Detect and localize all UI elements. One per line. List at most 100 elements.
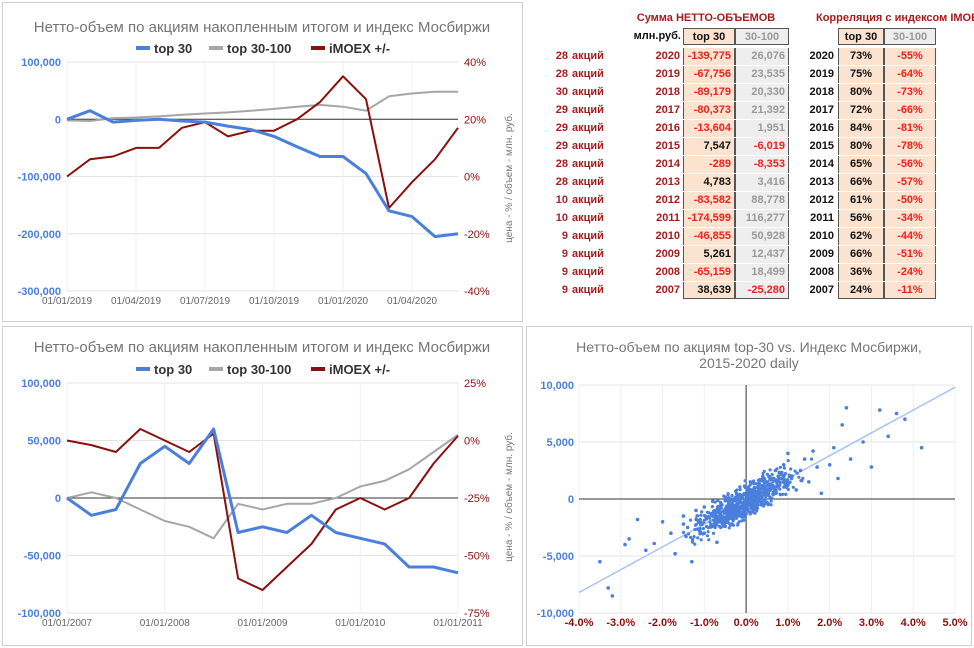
scatter-x-tick: 2.0% [817, 617, 842, 629]
scatter-point [738, 485, 741, 488]
scatter-point [762, 472, 765, 475]
scatter-point [752, 480, 755, 483]
legend-top30-label: top 30 [154, 41, 192, 56]
scatter-point [715, 523, 718, 526]
scatter-point [763, 477, 766, 480]
corr-row-top30: 80% [838, 84, 884, 101]
scatter-point [707, 511, 710, 514]
scatter-point [707, 515, 710, 518]
sum-row-30-100: 50,928 [735, 228, 789, 245]
sum-row-year: 2008 [636, 264, 680, 281]
scatter-point [786, 478, 789, 481]
scatter-x-tick: -3.0% [606, 617, 635, 629]
sum-row-year: 2020 [636, 48, 680, 65]
corr-row-year: 2010 [802, 228, 834, 245]
top30-100-series-line [67, 92, 458, 121]
sum-row-count: 30 [550, 84, 568, 101]
sum-row-year: 2019 [636, 66, 680, 83]
corr-row-30-100: -64% [884, 66, 936, 83]
scatter-point [778, 484, 781, 487]
scatter-point [689, 519, 692, 522]
scatter-point [744, 479, 747, 482]
scatter-point [742, 519, 745, 522]
scatter-point [757, 479, 760, 482]
scatter-point [715, 541, 719, 545]
scatter-point [724, 496, 727, 499]
y-right-tick: 25% [464, 378, 486, 390]
scatter-point [779, 466, 782, 469]
scatter-x-tick: 1.0% [775, 617, 800, 629]
corr-header-top30: top 30 [838, 28, 884, 45]
corr-row-year: 2014 [802, 156, 834, 173]
scatter-point [713, 515, 716, 518]
imoex-series-line [67, 76, 458, 208]
sum-row-top30: -83,582 [683, 192, 735, 209]
corr-row-30-100: -44% [884, 228, 936, 245]
scatter-point [689, 536, 692, 539]
corr-row-year: 2018 [802, 84, 834, 101]
corr-row-year: 2012 [802, 192, 834, 209]
scatter-point [778, 471, 781, 474]
scatter-point [738, 508, 741, 511]
scatter-point [878, 408, 882, 412]
sum-row-top30: -67,756 [683, 66, 735, 83]
scatter-point [797, 476, 800, 479]
scatter-point [696, 514, 699, 517]
sum-row-30-100: 1,951 [735, 120, 789, 137]
scatter-point [801, 477, 804, 480]
sum-row-year: 2018 [636, 84, 680, 101]
sum-row-top30: 4,783 [683, 174, 735, 191]
scatter-point [781, 493, 784, 496]
scatter-point [779, 493, 782, 496]
corr-row-30-100: -73% [884, 84, 936, 101]
scatter-point [746, 491, 749, 494]
corr-row-top30: 61% [838, 192, 884, 209]
scatter-point [627, 537, 631, 541]
legend-top30-100-label: top 30-100 [227, 41, 291, 56]
scatter-point [693, 535, 696, 538]
legend2-top30-label: top 30 [154, 362, 192, 377]
scatter-point [707, 538, 710, 541]
corr-row-top30: 65% [838, 156, 884, 173]
scatter-point [722, 510, 725, 513]
scatter-point [784, 472, 787, 475]
corr-row-30-100: -78% [884, 138, 936, 155]
scatter-x-tick: -4.0% [565, 617, 594, 629]
scatter-point [780, 478, 783, 481]
corr-row-year: 2016 [802, 120, 834, 137]
sum-row-30-100: -6,019 [735, 138, 789, 155]
scatter-point [703, 514, 706, 517]
corr-row-top30: 36% [838, 264, 884, 281]
scatter-point [738, 493, 741, 496]
sum-row-count: 28 [550, 174, 568, 191]
scatter-point [788, 475, 791, 478]
sum-table-title: Сумма НЕТТО-ОБЪЕМОВ [626, 10, 786, 27]
scatter-point [768, 495, 771, 498]
chart1-svg: Нетто-объем по акциям накопленным итогом… [3, 3, 522, 321]
scatter-point [767, 502, 770, 505]
scatter-point [705, 525, 708, 528]
y-right-tick: -50% [464, 551, 490, 563]
y-left-tick: -100,000 [18, 172, 61, 184]
scatter-point [735, 504, 738, 507]
sum-row-count: 9 [550, 264, 568, 281]
chart2-panel: Нетто-объем по акциям накопленным итогом… [2, 326, 523, 646]
sum-row-30-100: 88,778 [735, 192, 789, 209]
scatter-point [698, 530, 701, 533]
scatter-point [861, 440, 865, 444]
corr-row-top30: 73% [838, 48, 884, 65]
scatter-point [758, 482, 761, 485]
sum-row-count: 9 [550, 282, 568, 299]
sum-row-30-100: 18,499 [735, 264, 789, 281]
scatter-point [778, 488, 781, 491]
corr-row-top30: 62% [838, 228, 884, 245]
scatter-point [711, 505, 714, 508]
sum-row-30-100: 23,535 [735, 66, 789, 83]
scatter-point [747, 488, 750, 491]
y-right-tick: -20% [464, 229, 490, 241]
sum-row-year: 2012 [636, 192, 680, 209]
scatter-point [716, 516, 719, 519]
corr-row-top30: 80% [838, 138, 884, 155]
corr-row-top30: 56% [838, 210, 884, 227]
